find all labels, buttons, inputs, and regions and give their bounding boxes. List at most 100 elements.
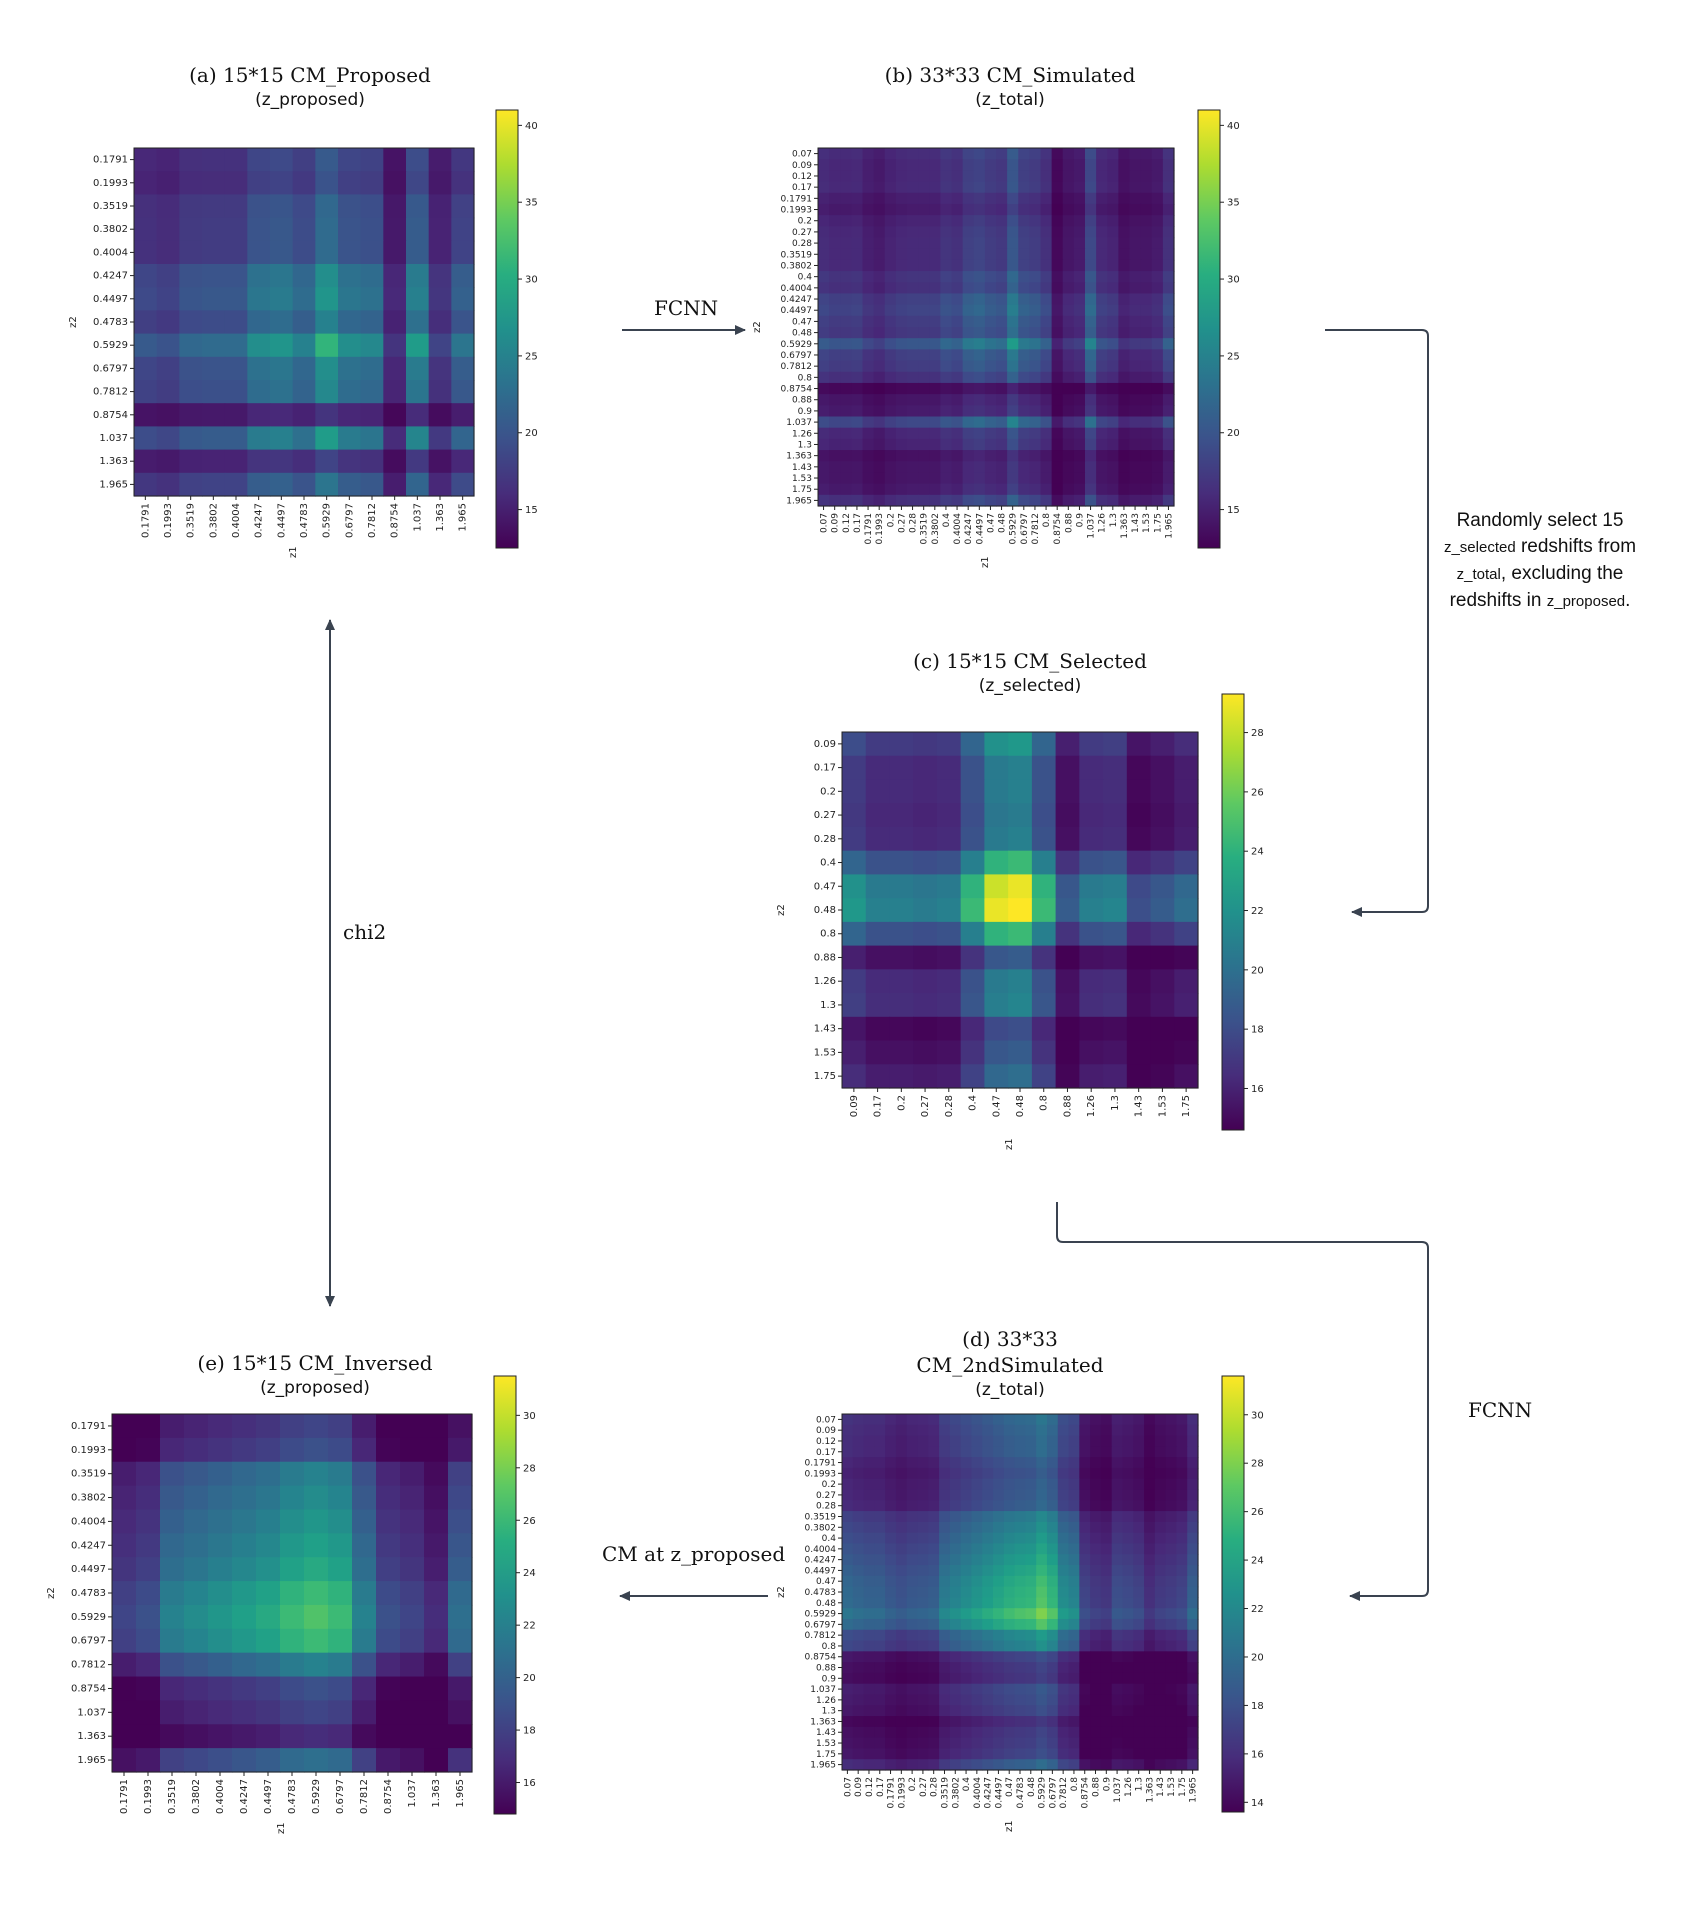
x-tick-label: 0.8	[1070, 1777, 1080, 1792]
heatmap-cell	[906, 1597, 919, 1609]
heatmap-cell	[1162, 315, 1175, 328]
heatmap-cell	[993, 1748, 1005, 1760]
heatmap-cell	[996, 461, 1008, 474]
heatmap-cell	[1100, 1672, 1113, 1685]
heatmap-cell	[960, 1586, 973, 1598]
heatmap-cell	[1096, 472, 1108, 485]
heatmap-cell	[939, 1457, 951, 1469]
heatmap-cell	[984, 472, 997, 485]
heatmap-cell	[208, 1628, 233, 1654]
heatmap-cell	[873, 416, 886, 429]
heatmap-cell	[1118, 170, 1131, 183]
heatmap-cell	[918, 203, 930, 216]
heatmap-cell	[951, 382, 964, 395]
heatmap-cell	[840, 315, 852, 328]
heatmap-cell	[874, 1435, 886, 1447]
heatmap-cell	[1129, 450, 1142, 462]
heatmap-cell	[852, 1705, 865, 1717]
heatmap-cell	[936, 732, 962, 757]
y-axis-label: z2	[752, 321, 763, 333]
heatmap-cell	[928, 1737, 940, 1750]
heatmap-cell	[1176, 1575, 1188, 1588]
y-tick-label: 1.3	[822, 1707, 836, 1717]
heatmap-cell	[270, 449, 294, 474]
heatmap-cell	[984, 850, 1009, 875]
heatmap-cell	[406, 240, 430, 265]
heatmap-cell	[1126, 732, 1152, 757]
heatmap-cell	[400, 1676, 425, 1701]
heatmap-cell	[889, 1064, 914, 1089]
heatmap-cell	[1100, 1651, 1113, 1663]
heatmap-cell	[895, 1737, 908, 1750]
heatmap-cell	[1046, 1521, 1059, 1534]
heatmap-cell	[1018, 181, 1030, 194]
heatmap-cell	[895, 1726, 908, 1739]
heatmap-cell	[1062, 405, 1075, 418]
heatmap-cell	[1154, 1446, 1167, 1458]
heatmap-cell	[1151, 148, 1164, 160]
heatmap-cell	[907, 203, 919, 216]
heatmap-cell	[928, 1478, 940, 1491]
heatmap-cell	[862, 327, 875, 339]
heatmap-cell	[829, 327, 841, 339]
heatmap-cell	[328, 1414, 353, 1439]
heatmap-cell	[1111, 1457, 1124, 1469]
heatmap-cell	[1079, 921, 1104, 947]
heatmap-cell	[895, 1629, 908, 1642]
heatmap-cell	[1096, 315, 1108, 328]
heatmap-cell	[852, 1597, 865, 1609]
heatmap-cell	[907, 472, 919, 485]
heatmap-cell	[889, 1016, 914, 1042]
heatmap-cell	[996, 237, 1008, 250]
heatmap-cell	[1090, 1489, 1102, 1501]
heatmap-cell	[895, 1618, 908, 1631]
heatmap-cell	[1003, 1446, 1016, 1458]
heatmap-cell	[1140, 259, 1153, 272]
heatmap-cell	[1068, 1618, 1080, 1631]
heatmap-cell	[232, 1604, 257, 1630]
heatmap-cell	[1096, 494, 1108, 507]
heatmap-cell	[917, 1759, 929, 1771]
heatmap-cell	[840, 248, 852, 261]
heatmap-cell	[984, 803, 1009, 828]
heatmap-cell	[1187, 1629, 1199, 1642]
heatmap-cell	[960, 850, 985, 875]
heatmap-cell	[829, 192, 841, 205]
heatmap-cell	[951, 315, 964, 328]
heatmap-cell	[1055, 874, 1080, 899]
heatmap-cell	[928, 1683, 940, 1696]
heatmap-cell	[1018, 371, 1030, 384]
heatmap-cell	[448, 1414, 473, 1439]
heatmap-cell	[256, 1581, 281, 1606]
heatmap-cell	[907, 405, 919, 418]
heatmap-cell	[1162, 371, 1175, 384]
heatmap-cell	[960, 1629, 973, 1642]
heatmap-cell	[873, 282, 886, 295]
heatmap-cell	[951, 237, 964, 250]
heatmap-cell	[1165, 1748, 1178, 1760]
heatmap-cell	[1062, 483, 1075, 496]
x-tick-label: 0.09	[854, 1777, 864, 1797]
heatmap-cell	[962, 405, 975, 418]
heatmap-cell	[907, 226, 919, 239]
heatmap-cell	[929, 215, 941, 227]
heatmap-cell	[1073, 461, 1086, 474]
heatmap-cell	[971, 1672, 983, 1685]
heatmap-cell	[304, 1557, 329, 1582]
heatmap-cell	[360, 356, 384, 381]
y-tick-label: 1.363	[99, 456, 128, 467]
heatmap-cell	[1040, 494, 1053, 507]
heatmap-cell	[1040, 338, 1053, 350]
heatmap-cell	[1144, 1565, 1156, 1577]
heatmap-cell	[315, 217, 339, 242]
heatmap-cell	[918, 327, 930, 339]
heatmap-cell	[862, 461, 875, 474]
heatmap-cell	[1068, 1532, 1080, 1545]
heatmap-cell	[1018, 315, 1030, 328]
heatmap-cell	[1107, 259, 1119, 272]
heatmap-cell	[851, 170, 864, 183]
heatmap-cell	[949, 1662, 962, 1674]
heatmap-cell	[884, 237, 897, 250]
heatmap-cell	[112, 1604, 137, 1630]
heatmap-cell	[939, 1532, 951, 1545]
